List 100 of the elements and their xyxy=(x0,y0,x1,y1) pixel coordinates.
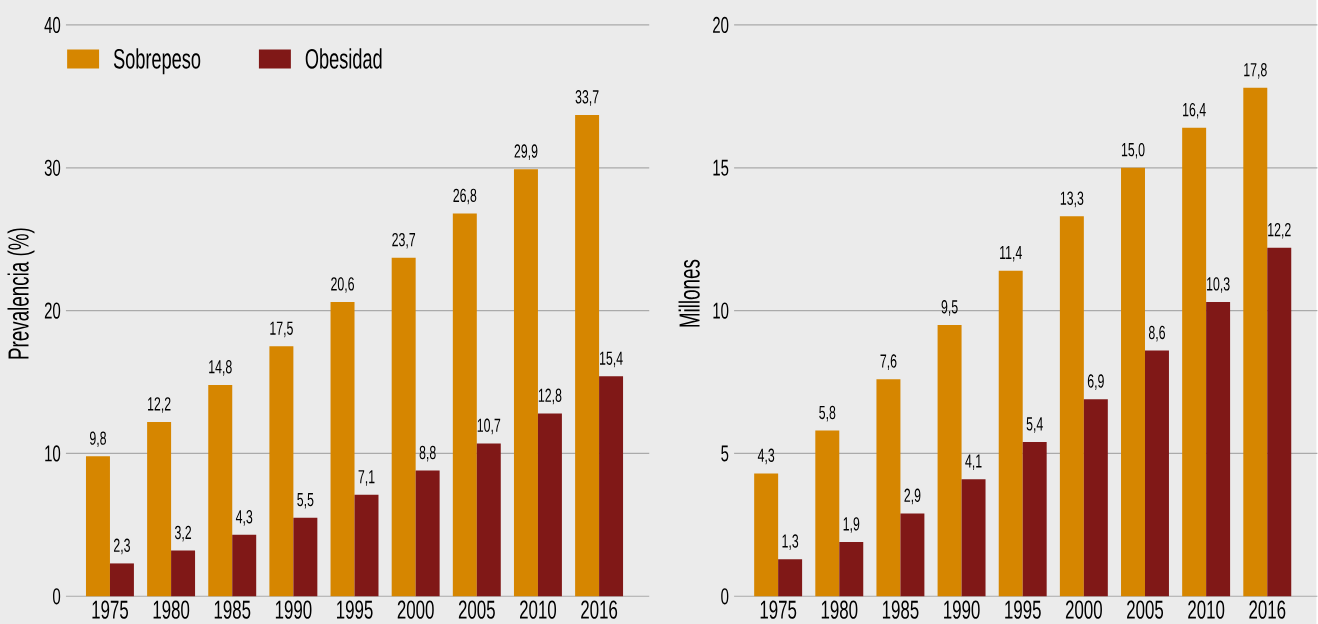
y-tick-label: 0 xyxy=(721,588,729,605)
bar xyxy=(1083,399,1108,597)
bar xyxy=(937,324,962,597)
data-label: 33,7 xyxy=(575,89,599,106)
legend-label: Sobrepeso xyxy=(113,48,201,75)
bar xyxy=(815,430,840,597)
data-label: 12,2 xyxy=(1268,222,1291,239)
bar xyxy=(575,114,600,597)
bar xyxy=(1182,127,1207,597)
bar xyxy=(1059,216,1084,597)
data-label: 6,9 xyxy=(1087,374,1104,390)
bar xyxy=(1121,167,1145,597)
x-tick-label: 2000 xyxy=(1065,600,1102,619)
data-label: 9,5 xyxy=(941,299,958,316)
data-label: 4,3 xyxy=(757,448,775,465)
bar xyxy=(537,413,562,597)
data-label: 12,8 xyxy=(538,388,562,405)
data-label: 5,4 xyxy=(1026,417,1043,433)
y-axis-title: Millones xyxy=(678,259,700,327)
data-label: 7,6 xyxy=(880,354,897,370)
x-tick-label: 2010 xyxy=(520,600,557,619)
data-label: 16,4 xyxy=(1183,102,1206,119)
data-label: 1,3 xyxy=(782,534,799,550)
x-tick-label: 2016 xyxy=(581,600,618,619)
x-tick-label: 2005 xyxy=(458,600,495,619)
y-tick-label: 10 xyxy=(45,445,61,462)
data-label: 8,8 xyxy=(419,445,436,462)
bar xyxy=(876,379,901,597)
data-label: 5,5 xyxy=(297,492,314,509)
y-axis-title: Prevalencia (%) xyxy=(7,228,35,359)
bar xyxy=(147,421,172,597)
y-tick-label: 40 xyxy=(44,16,61,33)
data-label: 10,7 xyxy=(477,418,501,435)
x-tick-label: 1990 xyxy=(944,600,980,619)
data-label: 15,0 xyxy=(1121,142,1145,159)
bar xyxy=(293,517,318,597)
x-tick-label: 1980 xyxy=(821,600,858,619)
x-tick-label: 1980 xyxy=(153,600,190,619)
data-label: 26,8 xyxy=(453,188,477,205)
bar xyxy=(778,559,803,597)
bar xyxy=(85,456,110,597)
data-label: 4,1 xyxy=(965,454,982,470)
bar xyxy=(452,213,477,597)
bar xyxy=(391,257,416,597)
bar xyxy=(171,550,196,597)
data-label: 23,7 xyxy=(392,232,416,249)
data-label: 12,2 xyxy=(148,397,171,413)
y-tick-label: 15 xyxy=(713,159,729,176)
x-tick-label: 1995 xyxy=(337,600,373,619)
legend-label: Obesidad xyxy=(305,48,382,69)
x-tick-label: 2010 xyxy=(1188,600,1225,619)
x-tick-label: 1985 xyxy=(882,600,919,619)
bar xyxy=(1267,247,1292,597)
y-tick-label: 5 xyxy=(721,445,729,462)
bar xyxy=(354,494,379,597)
data-label: 8,6 xyxy=(1148,325,1166,342)
x-tick-label: 1975 xyxy=(92,600,129,619)
bar xyxy=(269,346,294,597)
bar xyxy=(208,384,233,597)
y-tick-label: 10 xyxy=(713,302,729,319)
bar xyxy=(415,470,440,597)
data-label: 5,8 xyxy=(819,405,836,422)
x-tick-label: 2016 xyxy=(1249,600,1286,619)
y-tick-label: 30 xyxy=(44,159,61,176)
bar xyxy=(839,541,864,597)
y-tick-label: 20 xyxy=(44,302,61,319)
data-label: 3,2 xyxy=(174,525,192,542)
data-label: 2,3 xyxy=(113,538,130,555)
data-label: 2,9 xyxy=(904,488,921,505)
x-tick-label: 2000 xyxy=(397,600,434,619)
x-tick-label: 1985 xyxy=(214,600,251,619)
data-label: 4,3 xyxy=(235,509,253,526)
bar xyxy=(754,473,779,597)
x-tick-label: 1995 xyxy=(1005,600,1041,619)
x-tick-label: 2005 xyxy=(1127,600,1164,619)
bar xyxy=(1206,301,1231,597)
y-tick-label: 20 xyxy=(713,16,729,33)
data-label: 29,9 xyxy=(514,144,538,160)
data-label: 7,1 xyxy=(358,470,375,486)
data-label: 13,3 xyxy=(1060,191,1084,208)
data-label: 15,4 xyxy=(600,351,623,368)
bar xyxy=(1144,350,1169,597)
data-label: 14,8 xyxy=(209,359,232,376)
y-tick-label: 0 xyxy=(53,588,61,605)
data-label: 17,5 xyxy=(270,321,293,338)
data-label: 11,4 xyxy=(1000,245,1022,262)
data-label: 20,6 xyxy=(331,277,354,293)
data-label: 10,3 xyxy=(1207,277,1230,293)
bar xyxy=(513,169,538,597)
bar xyxy=(1022,441,1047,597)
bar xyxy=(961,479,986,597)
data-label: 9,8 xyxy=(89,431,106,448)
bar xyxy=(998,270,1023,597)
bar xyxy=(1243,87,1268,597)
bar xyxy=(599,376,624,597)
bar xyxy=(330,301,355,597)
bar xyxy=(476,443,501,597)
data-label: 1,9 xyxy=(843,517,860,533)
bar xyxy=(232,534,257,597)
bar xyxy=(109,563,134,597)
